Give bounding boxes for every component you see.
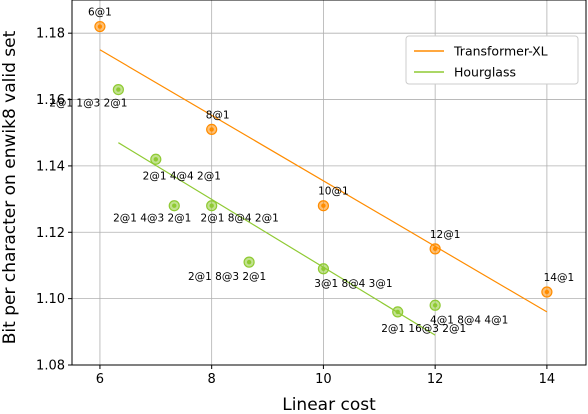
legend-label-hourglass: Hourglass: [454, 65, 516, 80]
point-label: 2@1 8@4 2@1: [201, 213, 279, 225]
axis-ticks: 6 8 10 12 14 1.08 1.10 1.12 1.14 1.16 1.18: [36, 27, 555, 387]
legend-box: [405, 35, 579, 85]
data-points: [94, 20, 553, 318]
x-tick-label: 6: [96, 372, 104, 387]
point-label: 3@1 8@4 3@1: [314, 278, 392, 290]
plot-frame: [71, 0, 587, 366]
hourglass-point-core: [246, 259, 252, 265]
point-label: 14@1: [544, 272, 575, 284]
x-tick-label: 8: [208, 372, 216, 387]
hourglass-fit-line: [118, 142, 436, 336]
point-label: 6@1: [88, 7, 112, 19]
point-label: 2@1 4@4 2@1: [143, 170, 221, 182]
hourglass-point-core: [432, 303, 438, 308]
point-label: 12@1: [430, 229, 461, 241]
point-label: 2@1 4@3 2@1: [113, 213, 191, 225]
legend: Transformer-XL Hourglass: [405, 35, 579, 85]
y-tick-label: 1.08: [36, 359, 65, 374]
point-label: 2@1 16@3 2@1: [381, 323, 466, 335]
x-tick-label: 12: [427, 372, 444, 387]
y-tick-label: 1.10: [36, 292, 65, 307]
point-label: 2@1 1@3 2@1: [49, 98, 127, 110]
point-label: 4@1 8@4 4@1: [430, 314, 508, 326]
hourglass-point-core: [116, 87, 121, 92]
point-label: 10@1: [318, 186, 349, 198]
x-axis-title: Linear cost: [282, 395, 376, 414]
y-tick-label: 1.12: [36, 226, 65, 241]
y-tick-label: 1.16: [36, 93, 65, 108]
x-tick-label: 14: [539, 372, 556, 387]
transformer-xl-point-core: [209, 127, 214, 132]
hourglass-point-core: [153, 157, 159, 162]
transformer-xl-point-core: [97, 24, 103, 29]
hourglass-point-core: [172, 203, 177, 208]
y-axis-title: Bit per character on enwik8 valid set: [0, 30, 20, 344]
hourglass-point-core: [395, 309, 400, 315]
transformer-xl-point-core: [321, 203, 326, 208]
y-tick-label: 1.18: [36, 27, 65, 42]
transformer-xl-fit-line: [99, 49, 548, 313]
hourglass-point-core: [321, 266, 326, 271]
transformer-xl-point-core: [432, 246, 438, 252]
hourglass-point-core: [209, 203, 214, 208]
y-tick-label: 1.14: [36, 159, 65, 174]
point-label: 8@1: [206, 109, 230, 121]
x-tick-label: 10: [315, 372, 332, 387]
point-labels: 6@1 8@1 10@1 12@1 14@1 2@1 1@3 2@1 2@1 4@4 2@1…: [49, 7, 574, 335]
fit-lines: [99, 49, 548, 336]
transformer-xl-point-core: [544, 289, 550, 295]
point-label: 2@1 8@3 2@1: [188, 271, 266, 283]
legend-label-transformer-xl: Transformer-XL: [453, 44, 548, 59]
